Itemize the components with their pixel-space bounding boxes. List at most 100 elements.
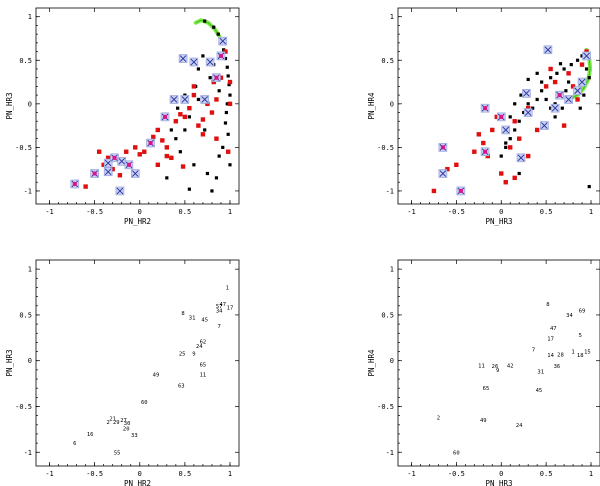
x-axis-label: PN_HR2 (124, 479, 151, 486)
red-point (490, 127, 495, 133)
red-point (566, 71, 571, 76)
source-number-label: 29 (113, 420, 120, 426)
source-number-label: 24 (516, 423, 523, 429)
x-tick-label: -1 (45, 470, 53, 478)
source-number-label: 28 (557, 352, 564, 358)
black-point (531, 106, 535, 110)
x-tick-label: -0.5 (86, 208, 103, 216)
black-point (223, 56, 228, 61)
y-tick-label: -1 (24, 187, 32, 195)
blue-star-cross (104, 159, 112, 167)
red-point (485, 153, 490, 159)
red-point (454, 162, 459, 167)
red-point (552, 79, 558, 85)
black-point (580, 54, 584, 58)
source-number-label: 25 (179, 351, 186, 357)
magenta-point (126, 162, 131, 167)
source-number-label: 49 (153, 372, 160, 378)
red-point (209, 110, 215, 115)
black-point (558, 62, 563, 66)
source-number-label: 65 (483, 386, 490, 392)
source-number-label: 16 (87, 432, 94, 438)
black-point (226, 132, 230, 136)
x-tick-label: 0 (499, 470, 503, 478)
black-point (183, 128, 187, 132)
x-tick-label: -0.5 (448, 208, 465, 216)
y-axis-label: PN_HR4 (367, 349, 376, 377)
black-point (564, 89, 568, 93)
y-tick-label: -1 (24, 449, 32, 457)
x-tick-label: -1 (45, 208, 53, 216)
red-point (445, 166, 450, 172)
black-point (217, 89, 221, 93)
black-point (216, 32, 220, 36)
blue-star-cross (524, 109, 532, 116)
source-number-label: 6 (73, 441, 76, 447)
black-point (169, 128, 173, 132)
red-point (570, 84, 576, 89)
red-point (525, 105, 531, 111)
black-point (517, 119, 521, 123)
black-point (535, 71, 539, 75)
red-point (431, 188, 437, 194)
blue-star-cross (574, 87, 581, 95)
red-point (124, 149, 129, 154)
blue-star-cross (583, 52, 590, 60)
black-point (582, 93, 586, 97)
black-point (540, 89, 544, 93)
red-point (155, 162, 160, 167)
red-point (180, 164, 186, 169)
red-point (579, 62, 585, 67)
black-point (224, 110, 228, 115)
black-point (569, 63, 573, 67)
x-axis-label: PN_HR2 (124, 217, 151, 226)
source-number-label: 8 (181, 311, 184, 317)
red-point (227, 101, 233, 107)
black-point (203, 128, 207, 132)
source-number-label: 15 (584, 350, 591, 356)
black-point (555, 71, 559, 75)
red-point (164, 145, 170, 150)
y-tick-label: 0.5 (381, 311, 394, 319)
red-point (211, 79, 216, 85)
source-number-label: 60 (453, 450, 460, 456)
red-point (96, 149, 102, 154)
red-point (584, 49, 589, 54)
red-point (142, 149, 147, 154)
source-number-label: 42 (507, 363, 514, 369)
chart-panel-2: -1 -1 -0.5 -0.5 0 0 0.5 0.5 1 1 PN_HR3 PN_HR4 (367, 7, 600, 226)
black-point (549, 106, 553, 110)
source-number-label: 26 (492, 364, 499, 370)
red-point (499, 171, 504, 176)
blue-star-cross (201, 96, 209, 103)
red-point (503, 180, 508, 185)
source-number-label: 2 (107, 420, 110, 426)
magenta-point (72, 181, 77, 186)
plot-frame (397, 7, 600, 205)
y-tick-label: -0.5 (15, 403, 32, 411)
source-number-label: 34 (566, 313, 573, 319)
magenta-point (483, 149, 488, 154)
y-tick-label: 1 (28, 266, 32, 274)
black-point (212, 25, 216, 29)
y-tick-label: -0.5 (377, 144, 394, 152)
y-tick-label: -0.5 (377, 403, 394, 411)
source-number-label: 7 (532, 348, 535, 354)
source-number-label: 18 (577, 353, 584, 359)
plot-frame (35, 259, 240, 467)
blue-star-cross (541, 122, 548, 129)
blue-star-cross (190, 58, 198, 66)
black-point (205, 171, 210, 176)
magenta-point (557, 93, 562, 98)
y-tick-label: 0 (390, 100, 394, 108)
blue-star-cross (116, 187, 124, 195)
source-number-label: 8 (546, 302, 549, 308)
red-point (101, 162, 106, 167)
red-point (83, 184, 88, 189)
black-point (203, 19, 207, 23)
red-point (164, 153, 170, 159)
blue-star-cross (170, 96, 178, 103)
black-point (196, 97, 200, 102)
black-point (187, 115, 191, 119)
